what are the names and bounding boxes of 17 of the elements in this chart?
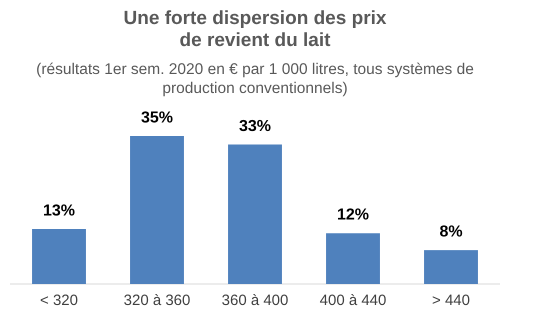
bar bbox=[130, 136, 184, 284]
x-tick-label: 400 à 440 bbox=[320, 292, 386, 310]
bar bbox=[228, 144, 282, 284]
x-tick-label: < 320 bbox=[40, 292, 78, 310]
chart-title: Une forte dispersion des prix de revient du lait bbox=[122, 8, 388, 52]
x-tick-label: 360 à 400 bbox=[222, 292, 288, 310]
data-label: 33% bbox=[238, 118, 272, 135]
chart-subtitle: (résultats 1er sem. 2020 en € par 1 000 litres, tous systèmes de production conventionnels) bbox=[35, 60, 475, 98]
data-label: 8% bbox=[439, 224, 463, 241]
x-tick-label: > 440 bbox=[432, 292, 470, 310]
bar bbox=[32, 229, 86, 284]
data-label: 12% bbox=[336, 206, 370, 224]
data-label: 13% bbox=[42, 202, 76, 220]
bar bbox=[424, 250, 478, 284]
bar bbox=[326, 233, 380, 284]
data-label: 35% bbox=[140, 109, 174, 126]
x-tick-label: 320 à 360 bbox=[124, 292, 190, 310]
